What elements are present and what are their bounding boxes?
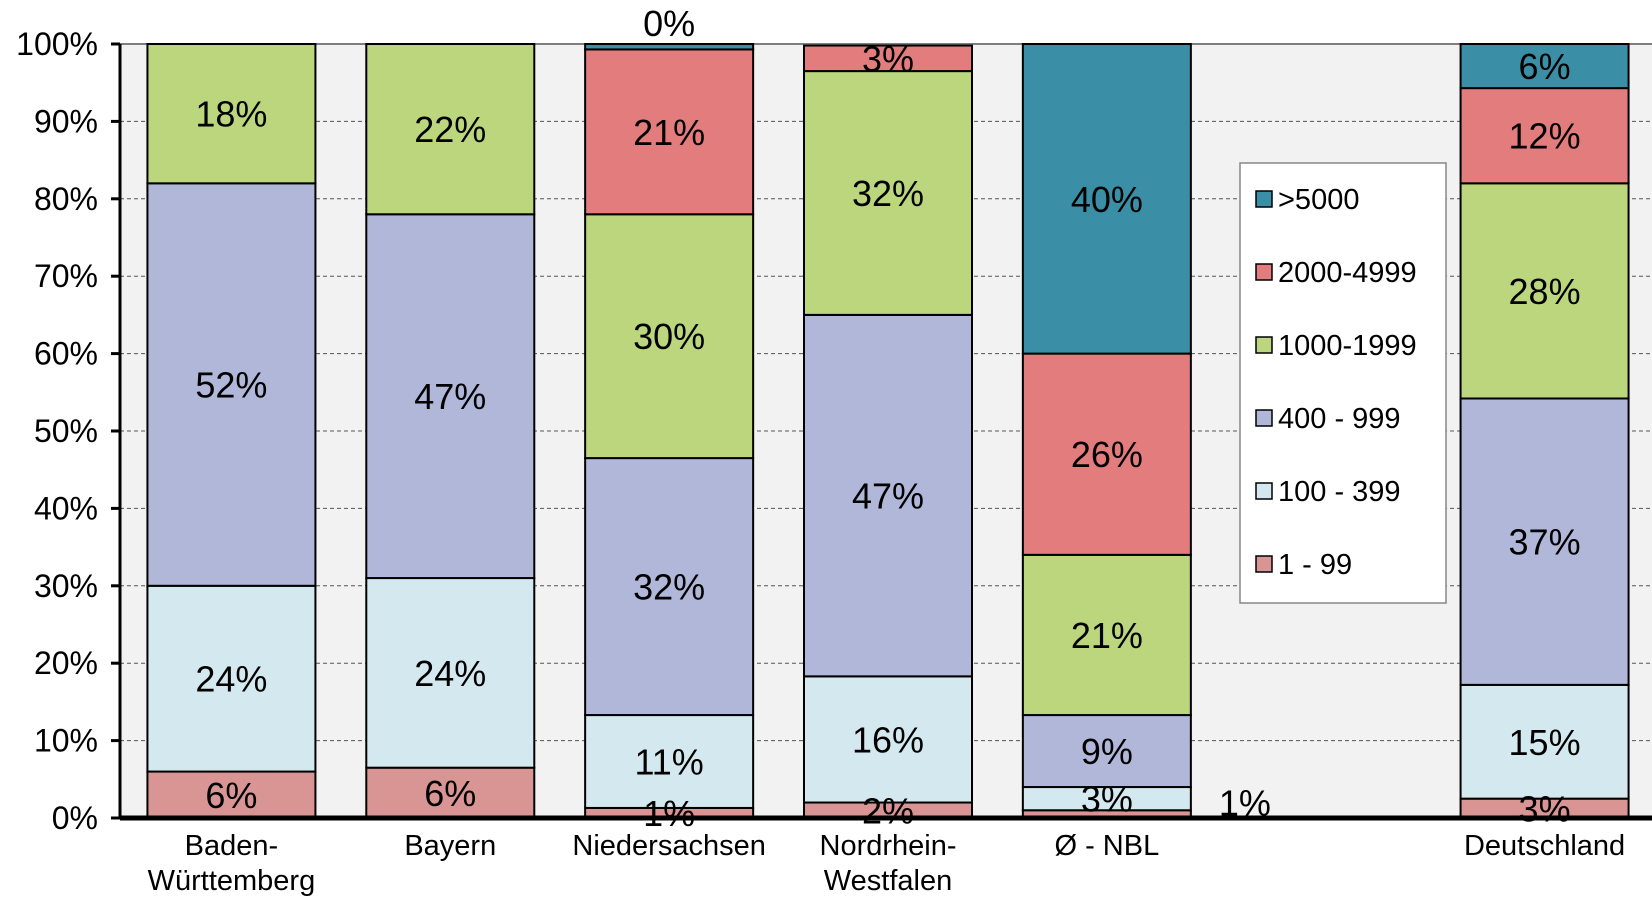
data-label: 9% (1081, 731, 1133, 772)
y-tick-label: 100% (16, 26, 98, 62)
bar-segment-400-999 (584, 457, 755, 717)
x-tick-label: Nordrhein- (820, 830, 957, 862)
bar-segment-2000-4999 (803, 44, 973, 73)
bar-segment-400-999 (146, 182, 317, 587)
bars (146, 43, 1630, 820)
y-tick-label: 40% (34, 490, 98, 526)
data-label: 11% (634, 741, 703, 782)
bar-segment-400-999 (803, 313, 973, 678)
data-label: 26% (1071, 434, 1143, 475)
bar-segment-1000-1999 (146, 43, 317, 185)
legend-label: >5000 (1278, 184, 1359, 216)
y-tick-label: 50% (34, 413, 98, 449)
segment-labels: 6% 24% 52% 18% 6% 24% 47% 22% 1% 11% 32% 30% 21% 2% 16… (195, 38, 1580, 834)
legend-label: 2000-4999 (1278, 257, 1417, 289)
legend-swatch-1-99 (1255, 555, 1273, 573)
data-label: 24% (195, 659, 267, 700)
legend-label: 400 - 999 (1278, 403, 1401, 435)
x-tick-label: Westfalen (824, 865, 952, 897)
data-label: 15% (1509, 722, 1581, 763)
data-label: 3% (1081, 779, 1133, 820)
y-tick-label: 90% (34, 103, 98, 139)
bar-segment-100-399 (803, 675, 973, 804)
y-tick-label: 30% (34, 568, 98, 604)
bar-segment-1000-1999 (584, 213, 755, 460)
legend: >5000 2000-4999 1000-1999 400 - 999 100 - 39… (1239, 162, 1447, 604)
data-label: 3% (1519, 788, 1571, 829)
bar-segment-1-99 (146, 770, 317, 819)
x-tick-label: Deutschland (1464, 830, 1625, 862)
data-label: 32% (852, 173, 924, 214)
data-label: 24% (414, 653, 486, 694)
bar-segment-400-999 (365, 213, 536, 580)
data-label: 6% (424, 773, 476, 814)
data-label: 40% (1071, 179, 1143, 220)
data-label: 52% (195, 365, 267, 406)
data-label: 47% (414, 376, 486, 417)
data-label: 16% (852, 719, 924, 760)
y-tick-label: 60% (34, 336, 98, 372)
data-label: 28% (1509, 271, 1581, 312)
bar-segment-100-399 (146, 584, 317, 773)
legend-box (1239, 162, 1447, 604)
data-label: 6% (205, 775, 257, 816)
y-axis-ticks: 0% 10% 20% 30% 40% 50% 60% 70% 80% 90% 100% (16, 26, 120, 836)
legend-swatch-2000-4999 (1255, 263, 1273, 281)
x-tick-label: Ø - NBL (1054, 830, 1159, 862)
bar-segment-5000 (1021, 43, 1192, 355)
y-tick-label: 80% (34, 181, 98, 217)
y-tick-label: 20% (34, 645, 98, 681)
bar-segment-2000-4999 (1459, 87, 1630, 185)
data-label: 1% (643, 793, 695, 834)
legend-swatch-400-999 (1255, 409, 1273, 427)
bar-segment-400-999 (1459, 397, 1630, 686)
x-tick-label: Niedersachsen (572, 830, 765, 862)
bar-segment-1000-1999 (1459, 182, 1630, 400)
legend-swatch-1000-1999 (1255, 336, 1273, 354)
annotation-label: 0% (643, 3, 695, 44)
y-tick-label: 10% (34, 723, 98, 759)
data-label: 47% (852, 476, 924, 517)
legend-swatch-100-399 (1255, 482, 1273, 500)
bar-segment-2000-4999 (584, 48, 755, 216)
bar-segment-100-399 (1459, 683, 1630, 800)
x-tick-label: Württemberg (148, 865, 316, 897)
data-label: 2% (862, 790, 914, 831)
legend-label: 1 - 99 (1278, 549, 1352, 581)
category-labels: Baden-Württemberg Bayern Niedersachsen Nord… (148, 830, 1626, 897)
y-tick-label: 0% (52, 800, 98, 836)
data-label: 21% (1071, 615, 1143, 656)
data-label: 12% (1509, 116, 1581, 157)
data-label: 37% (1509, 522, 1581, 563)
x-tick-label: Bayern (404, 830, 496, 862)
x-tick-label: Baden- (185, 830, 279, 862)
data-label: 3% (862, 38, 914, 79)
bar-segment-2000-4999 (1021, 352, 1192, 556)
y-tick-label: 70% (34, 258, 98, 294)
legend-swatch-5000 (1255, 190, 1273, 208)
data-label: 22% (414, 109, 486, 150)
legend-label: 100 - 399 (1278, 476, 1401, 508)
bar-segment-1000-1999 (365, 43, 536, 216)
bar-segment-400-999 (1021, 714, 1192, 789)
legend-label: 1000-1999 (1278, 330, 1417, 362)
data-label: 30% (633, 316, 705, 357)
data-label: 18% (195, 94, 267, 135)
bar-segment-5000 (584, 43, 755, 51)
data-label: 32% (633, 567, 705, 608)
bar-segment-100-399 (365, 577, 536, 769)
data-label: 6% (1519, 46, 1571, 87)
bar-segment-1000-1999 (1021, 553, 1192, 717)
bar-segment-5000 (1459, 43, 1630, 90)
data-label: 21% (633, 112, 705, 153)
